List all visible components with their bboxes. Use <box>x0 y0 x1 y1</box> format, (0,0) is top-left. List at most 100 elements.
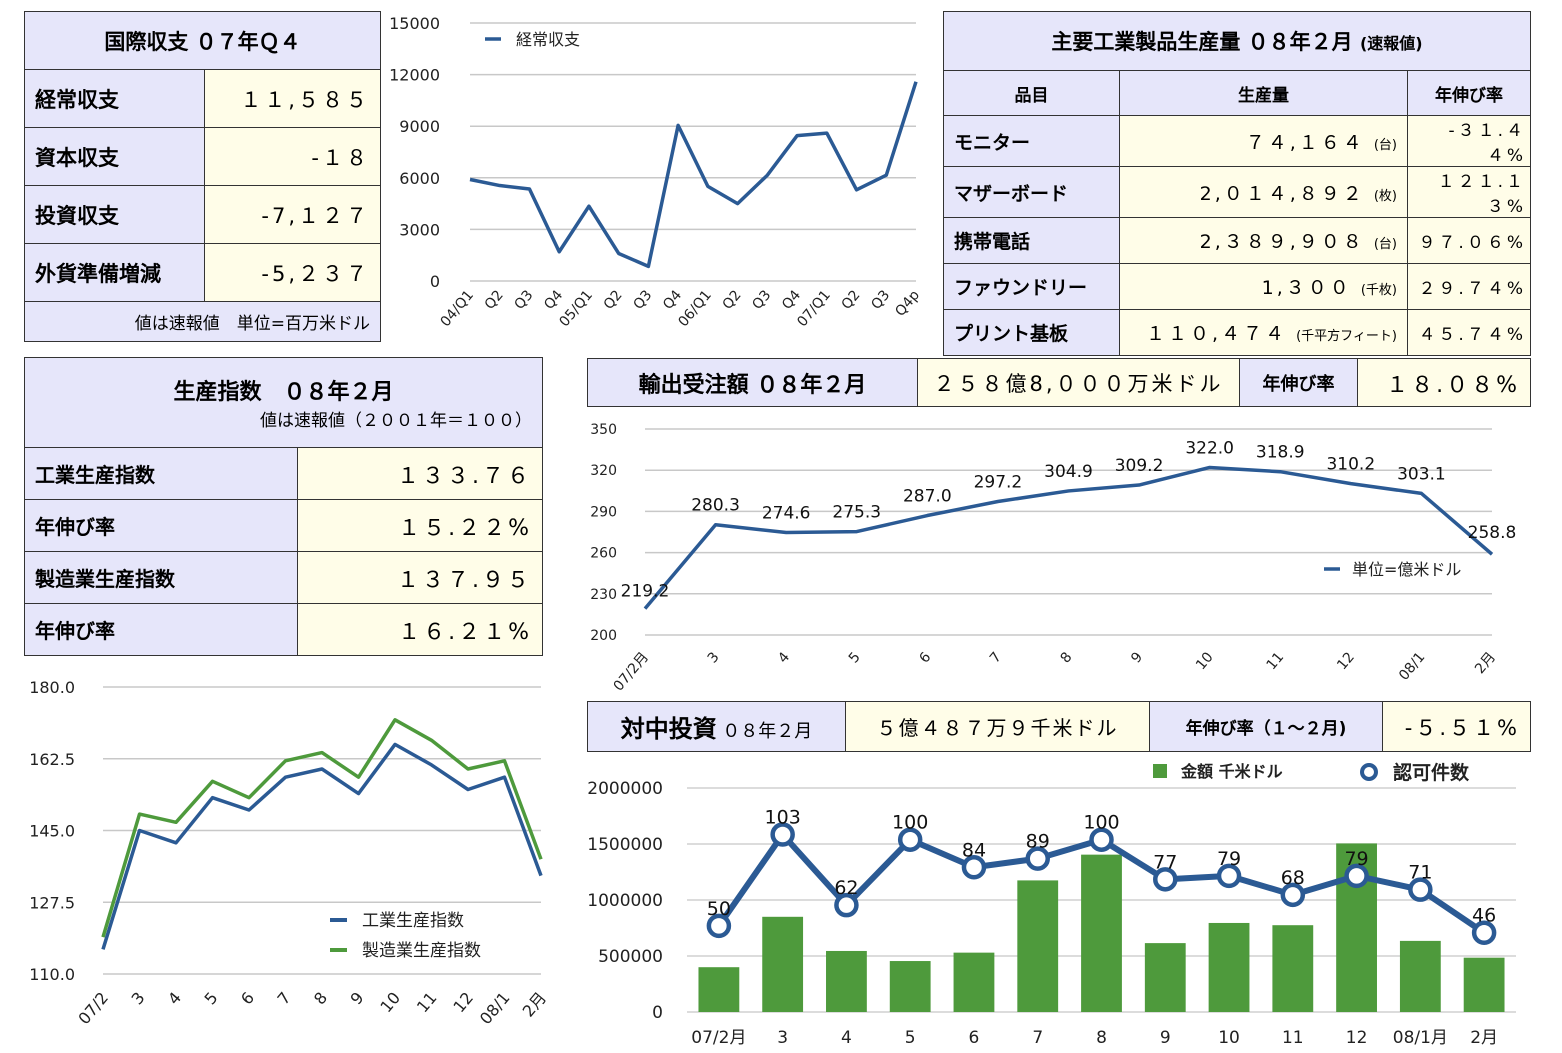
industrial-growth: -３１.４４% <box>1407 115 1531 167</box>
x-tick-label: Q2 <box>839 287 864 313</box>
x-tick-label: 8 <box>1058 649 1076 666</box>
bar <box>1208 922 1250 1012</box>
bar <box>889 961 931 1012</box>
y-tick-label: 350 <box>590 422 617 438</box>
production-table: 生産指数 ０８年２月 値は速報値（２００１年＝１００） 工業生産指数 １３３.７６… <box>24 357 543 656</box>
x-tick-label: 12 <box>1334 649 1358 673</box>
col-header-growth: 年伸び率 <box>1407 70 1531 116</box>
production-title: 生産指数 ０８年２月 <box>173 380 394 405</box>
production-subtitle: 値は速報値（２００１年＝１００） <box>260 411 532 431</box>
y-tick-label: 12000 <box>389 66 440 85</box>
y-tick-label: 15000 <box>389 14 440 33</box>
x-tick-label: 4 <box>775 649 793 666</box>
x-tick-label: 7 <box>273 988 294 1008</box>
data-label: 71 <box>1408 862 1432 884</box>
x-tick-label: 07/2月 <box>691 1028 746 1048</box>
bop-row-value: １１,５８５ <box>204 69 381 128</box>
x-tick-label: 08/1月 <box>1393 1028 1448 1048</box>
production-label: 製造業生産指数 <box>24 551 298 604</box>
qty-unit: (千枚) <box>1360 283 1397 298</box>
series-line-current-account <box>469 81 918 269</box>
y-tick-label: 110.0 <box>29 965 75 984</box>
industrial-item: プリント基板 <box>943 309 1120 356</box>
x-tick-label: 11 <box>413 988 441 1016</box>
data-label: 258.8 <box>1468 523 1517 543</box>
x-tick-label: 4 <box>164 988 185 1008</box>
bop-table: 国際収支 ０７年Ｑ４ 経常収支 １１,５８５ 資本収支 -１８ 投資収支 -7,１２７… <box>24 11 381 342</box>
bar <box>826 950 867 1012</box>
line-marker <box>770 822 795 847</box>
x-tick-label: 05/Q1 <box>556 287 596 330</box>
industrial-title-suffix: (速報値) <box>1359 34 1423 53</box>
data-label: 77 <box>1153 851 1177 873</box>
industrial-item: 携帯電話 <box>943 217 1120 264</box>
legend-swatch <box>1360 763 1378 781</box>
industrial-item: モニター <box>943 115 1120 167</box>
line-marker <box>1344 863 1369 889</box>
x-tick-label: 5 <box>905 1028 916 1048</box>
y-tick-label: 6000 <box>399 169 440 188</box>
line-marker <box>961 855 987 880</box>
y-tick-label: 180.0 <box>29 678 75 697</box>
qty-unit: (台) <box>1373 237 1397 252</box>
china-investment-value: ５億４８７万９千米ドル <box>845 701 1150 752</box>
china-investment-growth: -５.５１% <box>1382 701 1531 752</box>
data-label: 100 <box>892 812 928 834</box>
y-tick-label: 260 <box>590 546 617 562</box>
x-tick-label: 07/2 <box>74 988 112 1028</box>
x-tick-label: 08/1 <box>1396 649 1428 683</box>
x-tick-label: 10 <box>1193 649 1217 673</box>
industrial-growth: ９７.０６% <box>1407 217 1531 264</box>
export-orders-table: 輸出受注額 ０８年２月 ２５８億8,０００万米ドル 年伸び率 １８.０８% <box>587 358 1531 407</box>
x-tick-label: 8 <box>1096 1028 1107 1048</box>
line-marker <box>1408 877 1433 902</box>
series-line-industrial <box>101 742 543 950</box>
production-label: 工業生産指数 <box>24 447 298 500</box>
data-label: 275.3 <box>832 503 881 523</box>
line-marker <box>1216 863 1242 889</box>
x-tick-label: Q4 <box>779 287 804 313</box>
qty-unit: (枚) <box>1373 188 1397 204</box>
bar <box>762 916 804 1012</box>
x-tick-label: Q4 <box>541 287 566 313</box>
line-marker <box>897 827 923 852</box>
x-tick-label: 5 <box>200 988 221 1008</box>
data-label: 303.1 <box>1397 464 1446 484</box>
line-marker <box>1153 867 1178 892</box>
bop-row-value: -5,２３７ <box>204 243 381 302</box>
production-label: 年伸び率 <box>24 499 298 552</box>
qty-value: 2,３８９,９０８ <box>1199 231 1365 253</box>
line-marker <box>1280 882 1306 908</box>
data-label: 62 <box>834 877 858 899</box>
qty-unit: (台) <box>1373 137 1397 153</box>
y-tick-label: 320 <box>590 463 617 479</box>
bar <box>1272 925 1314 1012</box>
data-label: 219.2 <box>621 582 670 602</box>
x-tick-label: Q3 <box>511 287 536 313</box>
x-tick-label: 2月 <box>1472 649 1499 677</box>
x-tick-label: 7 <box>987 649 1005 666</box>
legend-label: 工業生産指数 <box>362 911 464 931</box>
y-tick-label: 2000000 <box>587 779 663 799</box>
x-tick-label: Q3 <box>630 287 655 313</box>
y-tick-label: 0 <box>652 1003 663 1023</box>
data-label: 287.0 <box>903 487 952 507</box>
x-tick-label: 7 <box>1032 1028 1043 1048</box>
production-value: １６.２１% <box>297 603 543 656</box>
x-tick-label: 4 <box>841 1028 852 1048</box>
series-line-manufacturing <box>101 718 543 938</box>
x-tick-label: 12 <box>1346 1028 1368 1048</box>
y-tick-label: 230 <box>590 587 617 603</box>
data-label: 46 <box>1472 905 1496 927</box>
y-tick-label: 200 <box>590 628 617 644</box>
line-marker <box>834 892 859 918</box>
bar <box>1081 854 1122 1012</box>
x-tick-label: 5 <box>846 649 864 666</box>
x-tick-label: 9 <box>1160 1028 1171 1048</box>
bar <box>1399 940 1441 1012</box>
x-tick-label: 11 <box>1282 1028 1304 1048</box>
x-tick-label: 08/1 <box>476 988 514 1028</box>
qty-unit: (千平方フィート) <box>1296 329 1397 344</box>
production-label: 年伸び率 <box>24 603 298 656</box>
